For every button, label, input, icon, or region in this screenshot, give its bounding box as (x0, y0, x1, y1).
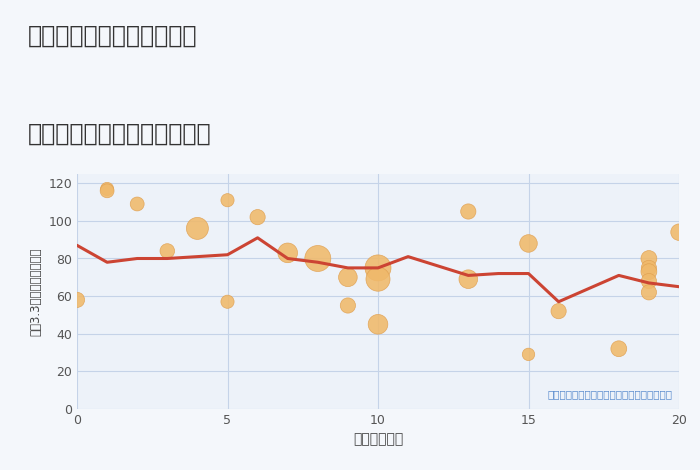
Point (613, 345, 624, 352)
Point (71, 296, 83, 304)
Point (222, 298, 233, 306)
Point (372, 321, 384, 328)
Point (162, 247, 173, 255)
Point (342, 302, 354, 309)
Point (643, 264, 655, 272)
Point (372, 275, 384, 283)
Text: 駅距離別中古マンション価格: 駅距離別中古マンション価格 (28, 122, 211, 146)
Point (673, 228, 685, 236)
Point (643, 277, 655, 285)
Text: 三重県津市白山町八対野の: 三重県津市白山町八対野の (28, 24, 197, 47)
Point (643, 255, 655, 262)
Point (463, 275, 474, 283)
Point (252, 213, 263, 221)
X-axis label: 駅距離（分）: 駅距離（分） (353, 432, 403, 446)
Point (312, 255, 323, 262)
Point (643, 289, 655, 296)
Text: 円の大きさは、取引のあった物件面積を示す: 円の大きさは、取引のあった物件面積を示す (548, 390, 673, 400)
Point (132, 200, 143, 208)
Point (102, 187, 113, 195)
Point (372, 264, 384, 272)
Point (102, 185, 113, 193)
Point (222, 196, 233, 204)
Point (643, 268, 655, 275)
Point (192, 225, 203, 232)
Y-axis label: 坪（3.3㎡）単価（万円）: 坪（3.3㎡）単価（万円） (29, 247, 43, 336)
Point (523, 351, 534, 358)
Point (282, 249, 293, 257)
Point (342, 274, 354, 281)
Point (463, 208, 474, 215)
Point (553, 307, 564, 315)
Point (523, 240, 534, 247)
